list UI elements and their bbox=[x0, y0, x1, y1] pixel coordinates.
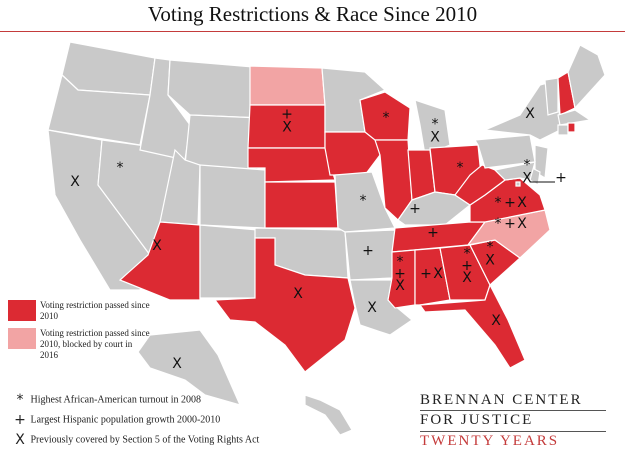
state-symbol-plus-icon: + bbox=[504, 195, 516, 211]
x-icon: X bbox=[15, 432, 25, 448]
state-symbol-asterisk-icon: * bbox=[432, 117, 439, 133]
state-symbol-asterisk-icon: * bbox=[487, 240, 494, 256]
asterisk-icon: * bbox=[16, 392, 24, 408]
state-symbol-asterisk-icon: * bbox=[117, 160, 124, 176]
brand-tagline: TWENTY YEARS bbox=[420, 433, 560, 449]
legend-label-restriction: Voting restriction passed since 2010 bbox=[40, 300, 150, 321]
state-symbol-plus-icon: + bbox=[504, 216, 516, 232]
state-symbol-x-icon: X bbox=[462, 270, 472, 286]
state-ks bbox=[264, 181, 339, 229]
state-nm bbox=[199, 224, 259, 299]
state-dc bbox=[515, 181, 521, 187]
state-symbol-asterisk-icon: * bbox=[524, 158, 531, 174]
state-symbol-asterisk-icon: * bbox=[397, 254, 404, 270]
symbols-layer: X*X+XX*+X* *X*++*+X+ X*+XX*X* + X* + XX*X +X bbox=[70, 106, 567, 372]
state-vt bbox=[544, 77, 559, 116]
key-label: Largest Hispanic population growth 2000-… bbox=[30, 414, 221, 426]
state-symbol-asterisk-icon: * bbox=[495, 195, 502, 211]
state-symbol-plus-icon: + bbox=[427, 225, 439, 241]
state-fl bbox=[418, 283, 526, 369]
legend-swatch-restriction bbox=[8, 300, 36, 321]
state-symbol-x-icon: X bbox=[172, 356, 182, 372]
state-symbol-asterisk-icon: * bbox=[360, 193, 367, 209]
state-ak bbox=[137, 329, 242, 406]
state-symbol-asterisk-icon: * bbox=[457, 160, 464, 176]
title-divider bbox=[0, 31, 625, 32]
state-symbol-x-icon: X bbox=[525, 106, 535, 122]
state-ri bbox=[567, 122, 576, 133]
key-label: Previously covered by Section 5 of the V… bbox=[30, 434, 260, 446]
state-ar bbox=[344, 229, 396, 281]
state-symbol-plus-icon: + bbox=[461, 258, 473, 274]
brand-name-line2: FOR JUSTICE bbox=[420, 412, 534, 428]
state-symbol-x-icon: X bbox=[293, 286, 303, 302]
state-symbol-asterisk-icon: * bbox=[495, 216, 502, 232]
state-symbol-x-icon: X bbox=[491, 313, 501, 329]
state-symbol-x-icon: X bbox=[485, 253, 495, 269]
key-label: Highest African-American turnout in 2008 bbox=[30, 394, 202, 406]
state-symbol-x-icon: X bbox=[282, 120, 292, 136]
state-symbol-plus-icon: + bbox=[420, 266, 432, 282]
map-title: Voting Restrictions & Race Since 2010 bbox=[147, 2, 478, 26]
state-wa bbox=[61, 41, 156, 96]
state-pa bbox=[473, 134, 536, 169]
state-symbol-plus-icon: + bbox=[409, 201, 421, 217]
state-symbol-plus-icon: + bbox=[281, 107, 293, 123]
state-nd bbox=[249, 65, 326, 106]
state-symbol-plus-icon: + bbox=[555, 170, 567, 186]
state-co bbox=[199, 164, 266, 229]
state-md bbox=[493, 161, 536, 181]
key-row-x: X Previously covered by Section 5 of the… bbox=[12, 432, 259, 448]
state-ma bbox=[557, 109, 592, 126]
brand-divider bbox=[420, 410, 606, 411]
state-symbol-x-icon: X bbox=[70, 174, 80, 190]
state-symbol-x-icon: X bbox=[430, 130, 440, 146]
state-me bbox=[567, 44, 606, 110]
brand-divider bbox=[420, 431, 606, 432]
state-tx bbox=[213, 237, 356, 373]
legend-label-blocked: Voting restriction passed since 2010, bl… bbox=[40, 328, 150, 360]
state-al bbox=[414, 247, 451, 306]
state-symbol-asterisk-icon: * bbox=[464, 246, 471, 262]
state-symbol-x-icon: X bbox=[152, 238, 162, 254]
state-symbol-plus-icon: + bbox=[362, 243, 374, 259]
key-row-asterisk: * Highest African-American turnout in 20… bbox=[12, 392, 202, 408]
state-symbol-x-icon: X bbox=[517, 216, 527, 232]
state-ia bbox=[324, 131, 381, 176]
state-symbol-x-icon: X bbox=[367, 300, 377, 316]
key-row-plus: + Largest Hispanic population growth 200… bbox=[12, 412, 220, 428]
state-symbol-x-icon: X bbox=[395, 278, 405, 294]
state-symbol-asterisk-icon: * bbox=[383, 110, 390, 126]
states-layer bbox=[47, 41, 606, 436]
brand-name-line1: BRENNAN CENTER bbox=[420, 392, 583, 408]
plus-icon: + bbox=[14, 412, 26, 428]
state-symbol-x-icon: X bbox=[433, 266, 443, 282]
state-hi bbox=[304, 394, 353, 436]
state-symbol-plus-icon: + bbox=[394, 266, 406, 282]
state-symbol-x-icon: X bbox=[522, 171, 532, 187]
state-ct bbox=[557, 124, 569, 136]
state-symbol-x-icon: X bbox=[517, 195, 527, 211]
legend-swatch-blocked bbox=[8, 328, 36, 349]
state-ut bbox=[159, 148, 201, 226]
